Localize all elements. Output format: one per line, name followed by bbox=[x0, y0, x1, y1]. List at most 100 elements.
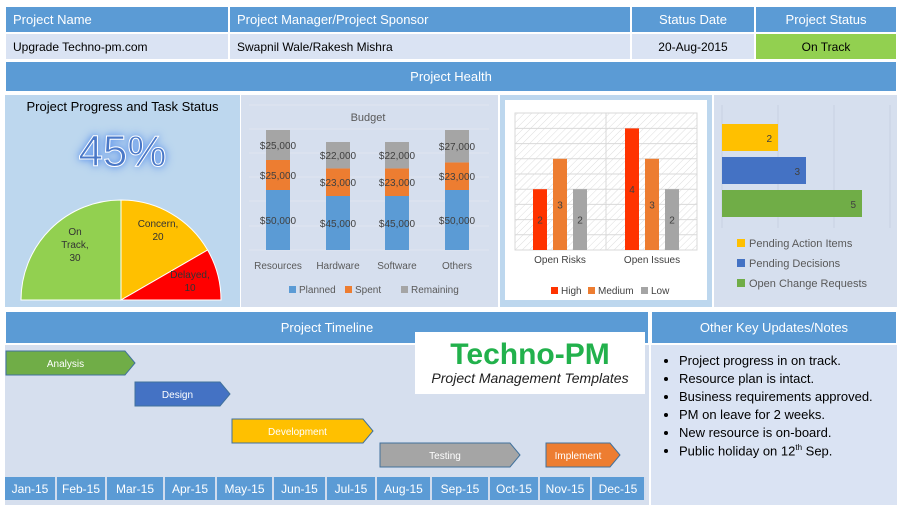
month-oct-15: Oct-15 bbox=[490, 477, 540, 500]
legend-label-medium: Medium bbox=[598, 286, 634, 297]
phase-design bbox=[134, 381, 231, 407]
phase-development bbox=[231, 418, 374, 444]
legend-swatch bbox=[737, 239, 745, 247]
logo-name: Techno-PM bbox=[450, 338, 610, 371]
note-text: Public holiday on 12 bbox=[679, 443, 796, 459]
month-jan-15: Jan-15 bbox=[5, 477, 57, 500]
budget-value-label: $22,000 bbox=[320, 151, 357, 162]
phase-analysis bbox=[5, 350, 136, 376]
legend-swatch bbox=[641, 287, 648, 294]
pending-items-chart: 2 Pending Action Items 3 Pending Decisions 5… bbox=[721, 105, 891, 290]
budget-value-label: $45,000 bbox=[320, 219, 357, 230]
month-nov-15: Nov-15 bbox=[540, 477, 592, 500]
legend-label: Open Change Requests bbox=[749, 278, 868, 290]
risk-bar-medium bbox=[553, 158, 567, 250]
budget-value-label: $23,000 bbox=[379, 178, 416, 189]
phase-label: Implement bbox=[555, 451, 602, 462]
task-status-pie: On Track, 30 Concern, 20 Delayed, 10 bbox=[20, 199, 222, 301]
budget-bar-spent bbox=[385, 168, 409, 196]
risks-panel: 2 3 2 Open Risks 4 3 2 Open Issues High Medium Low bbox=[500, 95, 712, 307]
month-jul-15: Jul-15 bbox=[327, 477, 377, 500]
month-may-15: May-15 bbox=[217, 477, 274, 500]
note-item: Project progress in on track. bbox=[679, 353, 897, 368]
risk-value-label: 2 bbox=[577, 216, 583, 227]
legend-label-high: High bbox=[561, 286, 582, 297]
month-feb-15: Feb-15 bbox=[57, 477, 107, 500]
budget-category-label: Others bbox=[442, 261, 472, 272]
note-item: New resource is on-board. bbox=[679, 425, 897, 440]
status-date-value: 20-Aug-2015 bbox=[631, 33, 755, 60]
col-project-manager: Project Manager/Project Sponsor bbox=[229, 6, 631, 33]
budget-value-label: $45,000 bbox=[379, 219, 416, 230]
budget-category-label: Software bbox=[377, 261, 417, 272]
col-status-date: Status Date bbox=[631, 6, 755, 33]
budget-bar-spent bbox=[326, 168, 350, 196]
pending-bar bbox=[722, 124, 778, 151]
pie-label: On Track, 30 bbox=[61, 227, 88, 264]
month-apr-15: Apr-15 bbox=[165, 477, 217, 500]
risk-value-label: 4 bbox=[629, 185, 635, 196]
note-sup: th bbox=[795, 443, 803, 452]
budget-value-label: $27,000 bbox=[439, 142, 476, 153]
budget-value-label: $23,000 bbox=[320, 178, 357, 189]
pending-value-label: 2 bbox=[766, 134, 772, 145]
note-item: Business requirements approved. bbox=[679, 389, 897, 404]
pending-value-label: 3 bbox=[794, 167, 800, 178]
progress-panel: Project Progress and Task Status 45% On T… bbox=[5, 95, 240, 307]
risk-bar-high bbox=[533, 189, 547, 250]
legend-swatch bbox=[737, 259, 745, 267]
budget-value-label: $50,000 bbox=[439, 216, 476, 227]
phase-label: Development bbox=[268, 427, 327, 438]
phase-label: Testing bbox=[429, 451, 461, 462]
budget-value-label: $22,000 bbox=[379, 151, 416, 162]
phase-testing bbox=[379, 442, 521, 468]
risk-bar-high bbox=[625, 128, 639, 250]
budget-bar-remaining bbox=[385, 142, 409, 169]
budget-category-label: Hardware bbox=[316, 261, 360, 272]
risk-bar-low bbox=[573, 189, 587, 250]
risk-category-label: Open Issues bbox=[624, 255, 680, 266]
project-health-header: Project Health bbox=[5, 61, 897, 92]
project-name-value: Upgrade Techno-pm.com bbox=[5, 33, 229, 60]
budget-category-label: Resources bbox=[254, 261, 302, 272]
month-aug-15: Aug-15 bbox=[377, 477, 432, 500]
pending-bar bbox=[722, 190, 862, 217]
timeline-phases: Analysis Design Development Testing Implemen… bbox=[5, 350, 621, 468]
budget-bar-planned bbox=[385, 196, 409, 250]
notes-list: Project progress in on track. Resource p… bbox=[651, 345, 897, 458]
legend-label-low: Low bbox=[651, 286, 670, 297]
col-project-status: Project Status bbox=[755, 6, 897, 33]
budget-value-label: $25,000 bbox=[260, 141, 297, 152]
notes-header: Other Key Updates/Notes bbox=[651, 311, 897, 344]
budget-value-label: $25,000 bbox=[260, 171, 297, 182]
note-item: Public holiday on 12th Sep. bbox=[679, 443, 897, 458]
pie-slice-on-track bbox=[20, 199, 122, 301]
col-project-name: Project Name bbox=[5, 6, 229, 33]
risk-value-label: 3 bbox=[649, 200, 655, 211]
risk-bar-low bbox=[665, 189, 679, 250]
phase-implement bbox=[545, 442, 621, 468]
budget-bar-spent bbox=[445, 162, 469, 190]
month-jun-15: Jun-15 bbox=[274, 477, 327, 500]
phase-label: Analysis bbox=[47, 359, 84, 370]
logo-tagline: Project Management Templates bbox=[431, 370, 629, 386]
budget-bar-remaining bbox=[266, 130, 290, 160]
budget-panel: Budget $50,000 $25,000 $25,000 Resources $45,… bbox=[241, 95, 498, 307]
legend-label: Pending Action Items bbox=[749, 238, 853, 250]
pie-slice-delayed bbox=[119, 249, 222, 301]
project-manager-value: Swapnil Wale/Rakesh Mishra bbox=[229, 33, 631, 60]
pending-value-label: 5 bbox=[850, 200, 856, 211]
budget-bar-remaining bbox=[326, 142, 350, 169]
legend-label-remaining: Remaining bbox=[411, 285, 459, 296]
risk-value-label: 2 bbox=[669, 216, 675, 227]
risk-value-label: 3 bbox=[557, 200, 563, 211]
legend-swatch bbox=[401, 286, 408, 293]
budget-bar-planned bbox=[266, 190, 290, 250]
month-sep-15: Sep-15 bbox=[432, 477, 490, 500]
phase-label: Design bbox=[162, 390, 193, 401]
pie-slice-concern bbox=[120, 199, 209, 301]
note-item: PM on leave for 2 weeks. bbox=[679, 407, 897, 422]
techno-pm-logo: Techno-PM Project Management Templates bbox=[415, 332, 645, 394]
month-mar-15: Mar-15 bbox=[107, 477, 165, 500]
budget-chart: Budget $50,000 $25,000 $25,000 Resources $45,… bbox=[249, 104, 489, 296]
